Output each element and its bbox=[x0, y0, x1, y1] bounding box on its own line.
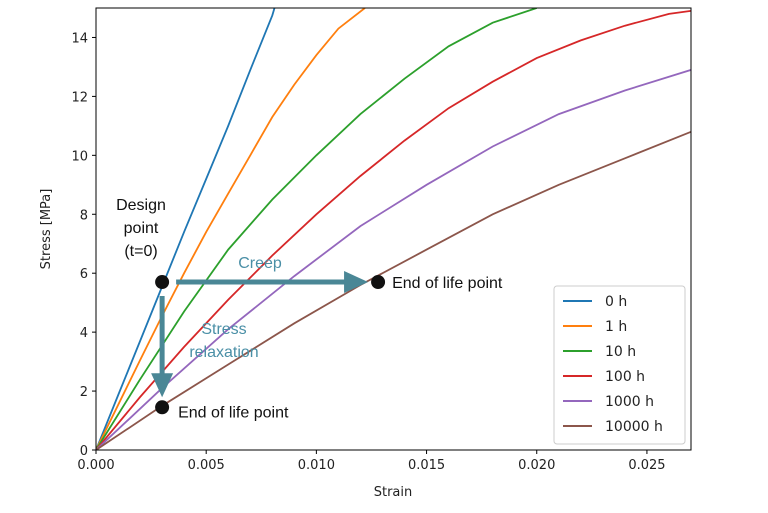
series-line-1h bbox=[96, 8, 366, 450]
relaxation-end-label: End of life point bbox=[178, 404, 289, 421]
series-line-1000h bbox=[96, 69, 691, 450]
y-tick-label: 10 bbox=[71, 149, 88, 164]
creep-end-label: End of life point bbox=[392, 275, 503, 292]
x-tick-label: 0.015 bbox=[408, 458, 445, 473]
legend-entry: 10 h bbox=[605, 344, 636, 360]
y-tick-label: 8 bbox=[80, 208, 88, 223]
design-point-marker bbox=[155, 275, 170, 290]
series-line-10000h bbox=[96, 130, 691, 450]
x-tick-label: 0.000 bbox=[77, 458, 114, 473]
x-tick-label: 0.005 bbox=[188, 458, 225, 473]
design-point-label: point bbox=[124, 220, 159, 237]
creep-end-marker bbox=[371, 275, 386, 290]
design-point-label: Design bbox=[116, 197, 166, 214]
legend-entry: 100 h bbox=[605, 369, 645, 385]
series-line-0h bbox=[96, 8, 276, 450]
plot-frame bbox=[95, 7, 692, 451]
y-tick-label: 4 bbox=[80, 326, 88, 341]
design-point-label: (t=0) bbox=[124, 243, 157, 260]
x-tick-label: 0.025 bbox=[628, 458, 665, 473]
legend-entry: 1000 h bbox=[605, 394, 654, 410]
creep-label: Creep bbox=[238, 255, 282, 272]
x-tick-label: 0.010 bbox=[298, 458, 335, 473]
x-tick-label: 0.020 bbox=[518, 458, 555, 473]
y-tick-label: 6 bbox=[80, 267, 88, 282]
relaxation-end-marker bbox=[155, 400, 170, 415]
relaxation-arrowhead bbox=[151, 373, 174, 398]
legend-entry: 10000 h bbox=[605, 419, 663, 435]
y-tick-label: 2 bbox=[80, 385, 88, 400]
legend-entry: 0 h bbox=[605, 294, 627, 310]
x-axis-label: Strain bbox=[374, 485, 413, 500]
y-tick-label: 12 bbox=[71, 90, 88, 105]
series-line-100h bbox=[96, 10, 691, 450]
y-axis-label: Stress [MPa] bbox=[39, 189, 54, 270]
y-tick-label: 14 bbox=[71, 31, 88, 46]
y-tick-label: 0 bbox=[80, 444, 88, 459]
relaxation-label: relaxation bbox=[189, 344, 258, 361]
series-line-10h bbox=[96, 8, 537, 450]
relaxation-label: Stress bbox=[201, 321, 246, 338]
creep-arrowhead bbox=[344, 271, 369, 294]
legend-entry: 1 h bbox=[605, 319, 627, 335]
